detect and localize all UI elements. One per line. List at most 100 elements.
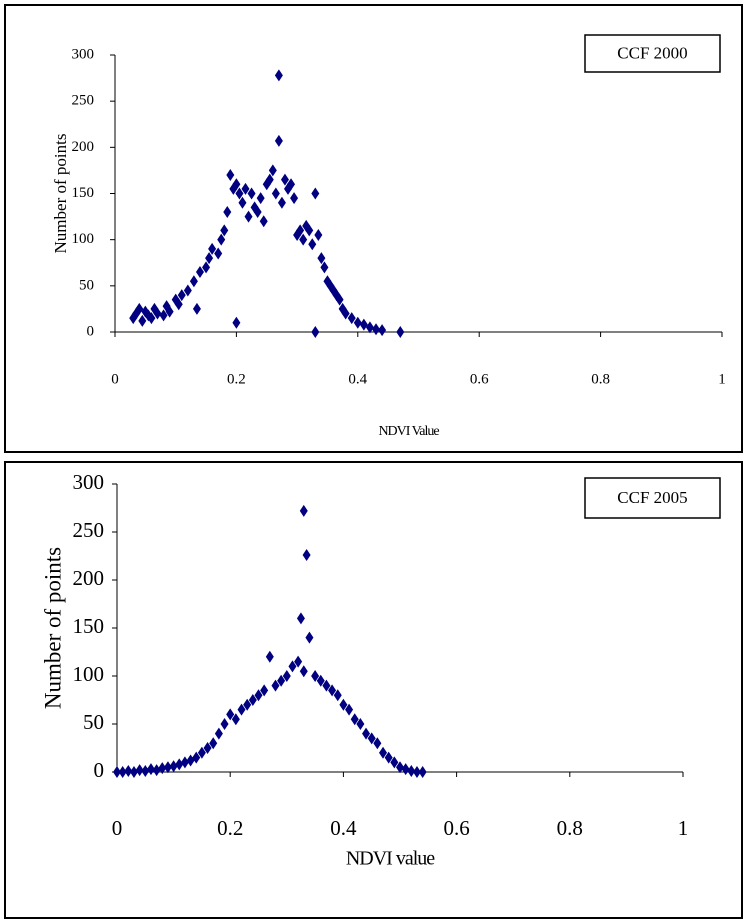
data-point bbox=[418, 766, 427, 778]
legend-label: CCF 2005 bbox=[617, 488, 687, 507]
x-tick-label: 0.8 bbox=[591, 371, 610, 387]
data-point bbox=[205, 252, 214, 265]
x-tick-label: 0.2 bbox=[227, 371, 246, 387]
data-point bbox=[180, 756, 189, 769]
data-point bbox=[175, 758, 184, 771]
y-tick-label: 100 bbox=[73, 662, 105, 686]
data-point bbox=[359, 318, 368, 331]
data-point bbox=[277, 674, 286, 687]
data-point bbox=[177, 289, 186, 302]
data-point bbox=[335, 293, 344, 306]
data-point bbox=[345, 703, 354, 716]
x-axis-title: NDVI Value bbox=[378, 424, 439, 439]
data-point bbox=[268, 164, 277, 177]
data-point bbox=[208, 242, 217, 255]
data-point bbox=[226, 169, 235, 182]
data-point bbox=[353, 316, 362, 329]
x-tick-label: 0.2 bbox=[217, 816, 243, 840]
data-point bbox=[401, 763, 410, 776]
data-point bbox=[282, 670, 291, 682]
data-point bbox=[378, 324, 387, 337]
data-point bbox=[271, 679, 280, 692]
data-point bbox=[320, 261, 329, 274]
data-point bbox=[290, 192, 299, 205]
x-tick-label: 1 bbox=[718, 371, 726, 387]
data-point bbox=[237, 703, 246, 716]
data-point bbox=[209, 737, 218, 750]
y-tick-label: 50 bbox=[79, 277, 94, 293]
data-point bbox=[129, 766, 138, 778]
y-tick-label: 150 bbox=[72, 185, 95, 201]
y-tick-label: 200 bbox=[72, 139, 95, 155]
data-point bbox=[214, 727, 223, 740]
data-point bbox=[158, 762, 167, 775]
data-point bbox=[265, 650, 274, 663]
data-point bbox=[232, 178, 241, 191]
data-point bbox=[299, 665, 308, 678]
data-point bbox=[341, 307, 350, 320]
data-point bbox=[322, 679, 331, 692]
x-tick-label: 1 bbox=[678, 816, 689, 840]
y-tick-label: 200 bbox=[73, 566, 105, 590]
data-point bbox=[244, 210, 253, 223]
y-tick-label: 300 bbox=[72, 46, 95, 62]
y-tick-label: 250 bbox=[73, 518, 105, 542]
data-point bbox=[299, 504, 308, 517]
data-point bbox=[317, 252, 326, 265]
data-point bbox=[169, 760, 178, 773]
y-tick-label: 100 bbox=[72, 231, 95, 247]
data-point bbox=[271, 187, 280, 200]
data-point bbox=[407, 765, 416, 778]
data-point bbox=[183, 284, 192, 297]
data-point bbox=[135, 302, 144, 315]
data-point bbox=[311, 326, 320, 338]
data-point bbox=[146, 763, 155, 776]
data-point bbox=[135, 764, 144, 777]
data-point bbox=[274, 69, 283, 82]
data-point bbox=[396, 761, 404, 774]
data-point bbox=[174, 298, 183, 311]
data-point bbox=[316, 674, 325, 687]
legend-label: CCF 2000 bbox=[617, 43, 687, 62]
data-point bbox=[153, 307, 162, 320]
data-point bbox=[412, 766, 421, 778]
data-point bbox=[163, 761, 172, 774]
data-point bbox=[254, 689, 263, 702]
y-tick-label: 50 bbox=[83, 710, 104, 734]
data-point bbox=[299, 233, 308, 246]
data-point bbox=[274, 134, 283, 147]
data-point bbox=[238, 196, 247, 209]
data-point bbox=[259, 215, 268, 228]
data-point bbox=[384, 751, 393, 764]
data-point bbox=[365, 321, 374, 334]
data-point bbox=[141, 765, 150, 778]
x-tick-label: 0.6 bbox=[443, 816, 469, 840]
data-point bbox=[248, 694, 257, 706]
data-point bbox=[367, 732, 376, 745]
data-point bbox=[147, 312, 156, 325]
y-tick-label: 0 bbox=[87, 323, 95, 339]
data-point bbox=[165, 305, 174, 318]
data-point bbox=[231, 713, 240, 726]
data-point bbox=[217, 233, 226, 246]
data-point bbox=[247, 187, 256, 200]
data-point bbox=[339, 698, 348, 711]
y-tick-label: 0 bbox=[94, 758, 105, 782]
y-axis-title: Number of points bbox=[40, 547, 65, 709]
data-point bbox=[220, 224, 229, 237]
data-point bbox=[189, 275, 198, 288]
data-point bbox=[118, 766, 127, 778]
x-axis-title: NDVI value bbox=[346, 848, 435, 870]
data-point bbox=[379, 746, 388, 759]
data-point bbox=[302, 549, 311, 562]
data-point bbox=[197, 746, 206, 759]
data-point bbox=[226, 708, 235, 721]
data-point bbox=[138, 314, 147, 327]
data-point bbox=[214, 247, 223, 260]
data-point bbox=[305, 631, 314, 644]
data-point bbox=[305, 224, 314, 237]
y-tick-label: 300 bbox=[73, 470, 105, 494]
data-point bbox=[192, 302, 201, 315]
x-tick-label: 0.6 bbox=[470, 371, 489, 387]
data-point bbox=[152, 764, 161, 777]
